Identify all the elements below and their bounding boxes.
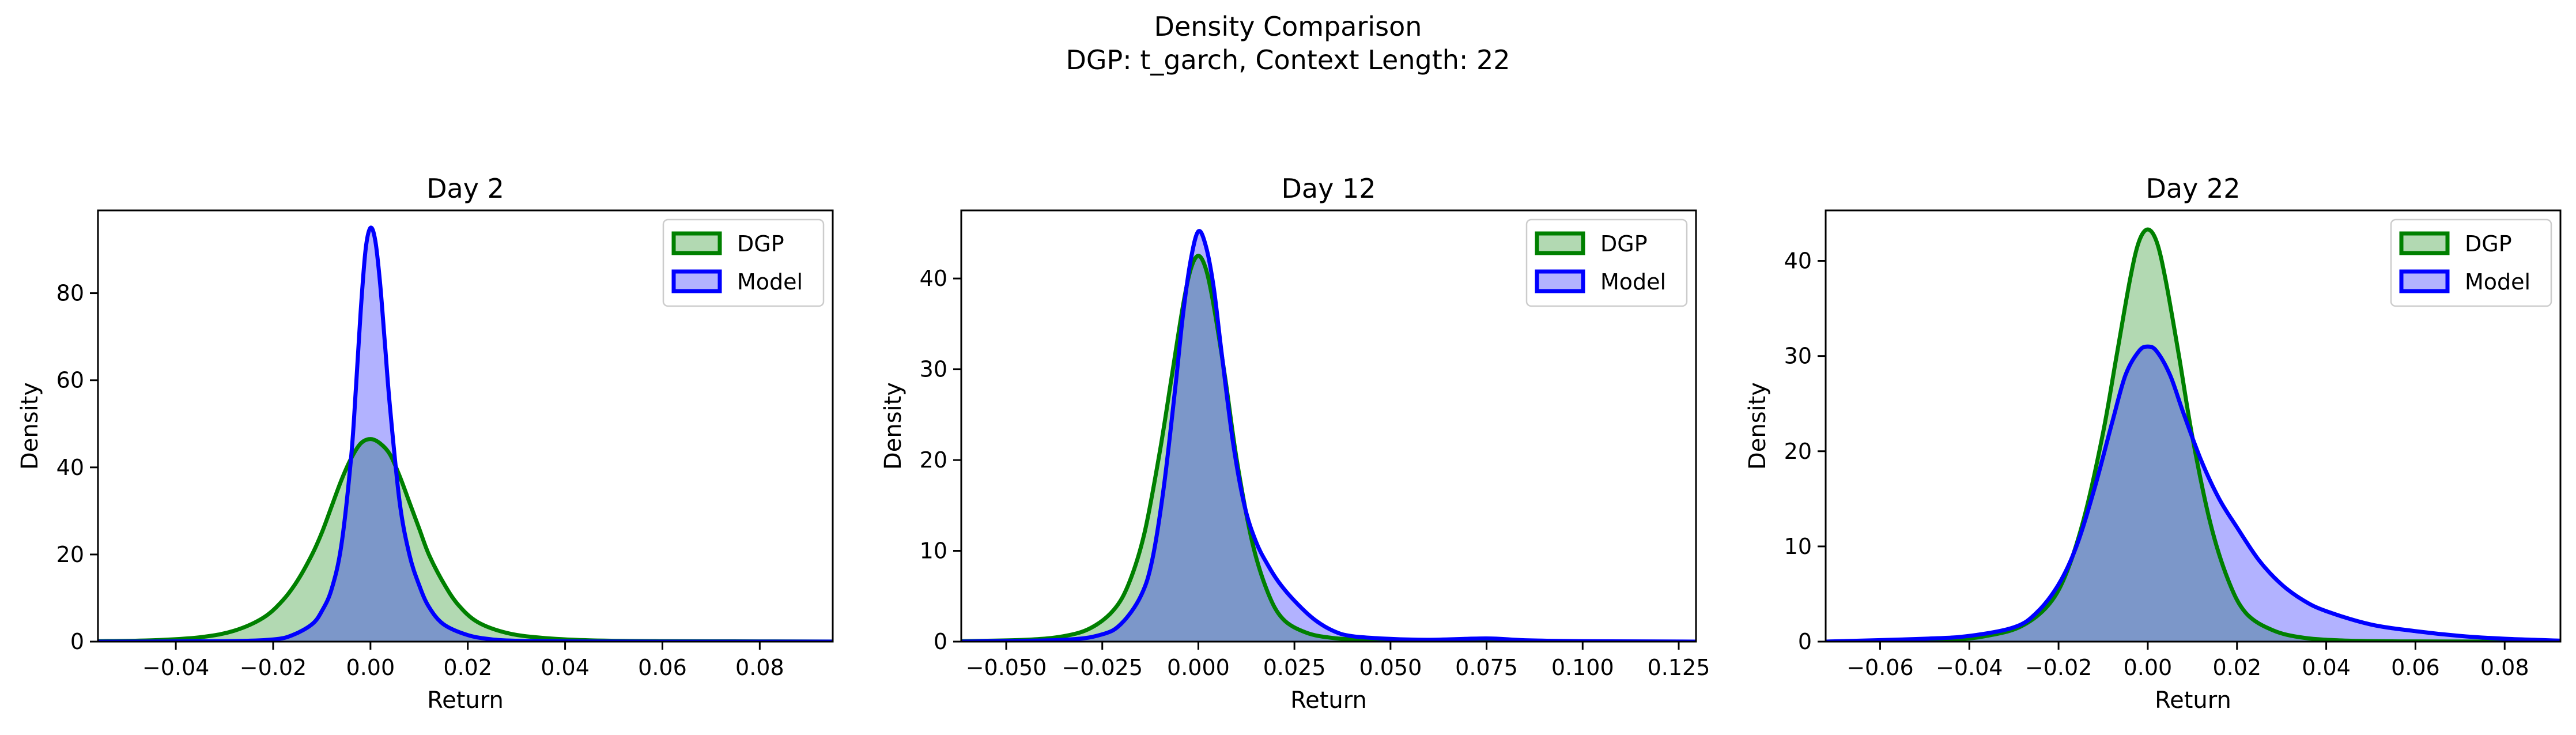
x-tick-label: −0.04 (142, 655, 209, 680)
legend-label-dgp: DGP (2465, 231, 2512, 257)
legend-frame (1525, 218, 1688, 307)
y-axis-label: Density (17, 382, 43, 470)
subplot-day-22: −0.06 −0.04 −0.02 0.00 0.02 0.04 0.06 0.08 0 10 20… (1744, 173, 2562, 714)
x-tick-label: 0.000 (1167, 655, 1230, 680)
y-tick-label: 0 (1798, 629, 1812, 654)
y-axis-label: Density (880, 382, 906, 470)
y-axis-label: Density (1744, 382, 1771, 470)
density-line-dgp (1826, 227, 2560, 642)
x-tick-label: 0.04 (541, 655, 590, 680)
density-line-dgp (961, 254, 1696, 642)
y-tick-label: 80 (56, 281, 84, 306)
subplot-day-2: −0.04 −0.02 0.00 0.02 0.04 0.06 0.08 0 20 40 60 80 D… (17, 173, 834, 714)
subplot-title: Day 2 (426, 173, 504, 204)
x-tick-label: 0.02 (443, 655, 492, 680)
y-tick-label: 40 (56, 455, 84, 480)
x-tick-label: −0.02 (240, 655, 307, 680)
x-tick-label: 0.00 (346, 655, 395, 680)
density-fill-model (1826, 346, 2560, 642)
x-tick-label: 0.02 (2212, 655, 2261, 680)
axes-frame (1825, 209, 2562, 643)
x-tick-label: −0.04 (1936, 655, 2003, 680)
x-axis-label: Return (2155, 687, 2231, 714)
x-tick-label: 0.08 (735, 655, 784, 680)
x-tick-label: 0.100 (1551, 655, 1614, 680)
y-tick-label: 30 (1784, 344, 1812, 369)
legend-label-dgp: DGP (737, 231, 784, 257)
x-tick-label: −0.06 (1846, 655, 1913, 680)
legend-swatch-model (2399, 269, 2450, 293)
x-tick-label: 0.00 (2124, 655, 2173, 680)
x-axis-label: Return (427, 687, 504, 714)
density-line-model (961, 229, 1696, 642)
plot-area (1826, 227, 2560, 642)
y-tick-label: 20 (920, 447, 947, 473)
legend-swatch-dgp (2399, 231, 2450, 255)
legend-label-model: Model (2465, 269, 2530, 295)
x-tick-label: 0.06 (638, 655, 687, 680)
subplot-day-12: −0.050 −0.025 0.000 0.025 0.050 0.075 0.100 0.1… (880, 173, 1710, 714)
legend-swatch-dgp (1535, 231, 1585, 255)
legend-label-model: Model (1600, 269, 1666, 295)
x-tick-label: 0.08 (2480, 655, 2529, 680)
density-line-dgp (98, 437, 833, 642)
figure-title: Density Comparison (1154, 11, 1422, 42)
x-tick-label: 0.04 (2302, 655, 2351, 680)
y-tick-label: 40 (1784, 248, 1812, 274)
density-line-model (1826, 344, 2560, 642)
y-tick-label: 0 (934, 629, 947, 654)
density-line-model (98, 225, 833, 642)
y-tick-label: 10 (1784, 534, 1812, 559)
legend: DGP Model (1525, 218, 1688, 307)
figure-subtitle: DGP: t_garch, Context Length: 22 (1066, 44, 1510, 76)
plot-area (961, 229, 1696, 642)
y-tick-label: 10 (920, 538, 947, 564)
axes-frame (960, 209, 1697, 643)
legend: DGP Model (2390, 218, 2552, 307)
y-tick-label: 20 (1784, 439, 1812, 464)
x-tick-label: −0.025 (1062, 655, 1143, 680)
plot-area (98, 225, 833, 642)
legend-frame (2390, 218, 2552, 307)
x-axis-label: Return (1290, 687, 1367, 714)
legend-swatch-model (671, 269, 722, 293)
y-tick-label: 60 (56, 368, 84, 393)
subplot-title: Day 12 (1282, 173, 1376, 204)
x-tick-label: 0.075 (1455, 655, 1518, 680)
y-tick-label: 40 (920, 266, 947, 291)
x-tick-label: −0.02 (2025, 655, 2092, 680)
density-fill-dgp (961, 255, 1696, 642)
legend-swatch-dgp (671, 231, 722, 255)
y-tick-label: 0 (70, 629, 84, 654)
density-fill-dgp (1826, 229, 2560, 642)
legend-swatch-model (1535, 269, 1585, 293)
legend: DGP Model (662, 218, 825, 307)
y-tick-label: 30 (920, 357, 947, 382)
x-tick-label: 0.06 (2391, 655, 2440, 680)
legend-label-model: Model (737, 269, 803, 295)
x-tick-label: 0.025 (1263, 655, 1326, 680)
axes-frame (97, 209, 834, 643)
legend-label-dgp: DGP (1600, 231, 1648, 257)
legend-frame (662, 218, 825, 307)
x-tick-label: 0.050 (1359, 655, 1422, 680)
x-tick-label: 0.125 (1648, 655, 1710, 680)
y-tick-label: 20 (56, 542, 84, 567)
subplot-title: Day 22 (2146, 173, 2241, 204)
x-tick-label: −0.050 (966, 655, 1047, 680)
